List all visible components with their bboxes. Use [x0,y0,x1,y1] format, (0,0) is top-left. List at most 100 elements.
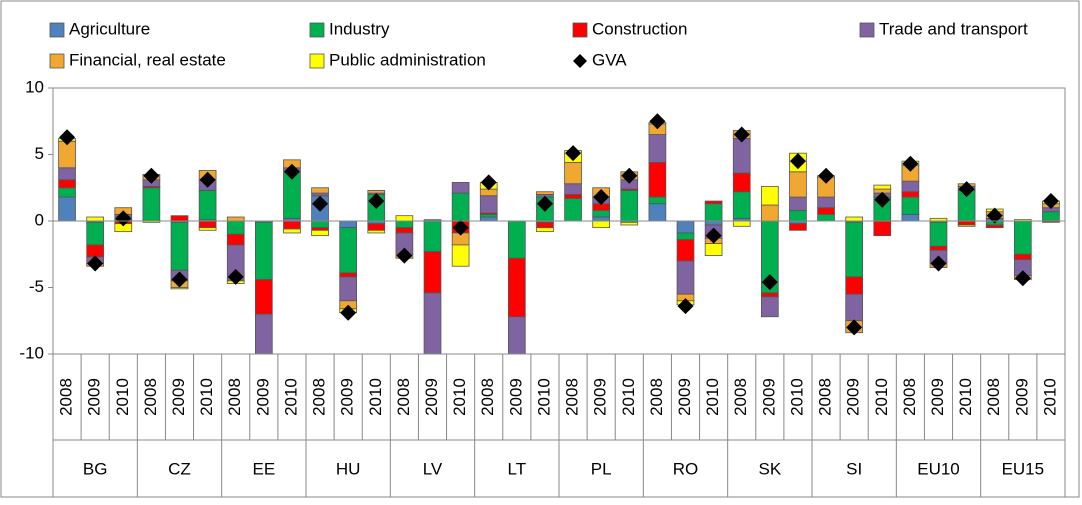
bar-segment [536,221,554,229]
bar-segment [170,215,189,222]
bar-segment [254,279,273,315]
group-label: SI [846,459,862,478]
bar-segment [957,224,976,227]
bar-segment [283,220,301,230]
bar-segment [339,276,358,302]
bar-segment [845,216,864,222]
bar-segment [58,187,76,198]
bar-segment [564,193,582,199]
bar-segment [761,204,779,222]
x-tick-label: 2009 [338,378,357,416]
bar-segment [339,220,358,229]
bar-segment [170,221,189,271]
group-label: LV [423,459,443,478]
gva-marker [593,189,610,206]
bar-segment [817,207,835,215]
gva-marker [171,271,188,288]
bar-segment [929,245,948,251]
bar-segment [226,216,245,222]
legend-swatch [49,53,65,69]
legend-label: Industry [329,19,390,38]
gva-marker [199,171,216,188]
legend-label: Construction [592,19,687,38]
legend-label: Agriculture [69,19,150,38]
bar-segment [901,180,920,193]
x-tick-label: 2009 [506,378,525,416]
legend-swatch [309,22,325,38]
gva-marker [621,167,638,184]
gva-marker [902,155,919,172]
x-tick-label: 2009 [1012,378,1031,416]
x-tick-label: 2008 [310,378,329,416]
x-tick-label: 2010 [703,378,722,416]
x-tick-label: 2008 [563,378,582,416]
bar-segment [395,215,414,222]
group-label: SK [758,459,781,478]
gva-marker [59,129,76,146]
bar-segment [198,220,217,229]
x-tick-label: 2008 [141,378,160,416]
bar-segment [198,190,217,221]
bar-segment [311,187,329,194]
legend-swatch [309,53,325,69]
x-tick-label: 2010 [787,378,806,416]
bar-segment [451,182,470,194]
bar-segment [761,292,779,298]
group-label: PL [591,459,612,478]
bar-segment [507,257,526,318]
x-tick-label: 2008 [816,378,835,416]
legend-marker [573,54,587,68]
bar-segment [423,292,442,354]
gva-marker [818,167,835,184]
bar-segment [592,220,611,229]
x-tick-label: 2009 [759,378,778,416]
x-tick-label: 2008 [731,378,750,416]
bar-segment [789,209,807,222]
x-tick-label: 2010 [281,378,300,416]
x-tick-label: 2010 [197,378,216,416]
bar-segment [817,213,835,222]
bar-segment [789,171,807,198]
x-tick-label: 2009 [169,378,188,416]
bar-segment [620,190,639,222]
bar-segment [620,221,639,226]
group-label: EU15 [1002,459,1045,478]
x-tick-label: 2010 [534,378,553,416]
gva-marker [677,298,694,315]
gva-marker [1014,270,1031,287]
bar-segment [901,191,920,198]
bar-segment [676,220,695,234]
gva-marker [1042,193,1059,210]
bar-segment [507,220,526,259]
gva-marker [565,145,582,162]
x-tick-label: 2010 [366,378,385,416]
bar-segment [451,244,470,267]
bar-segment [817,196,835,209]
legend-swatch [859,22,875,38]
bar-segment [367,229,386,234]
x-tick-label: 2009 [253,378,272,416]
bar-segment [311,229,329,237]
bar-segment [704,243,723,256]
gva-marker [761,274,778,291]
bar-segment [648,134,667,163]
x-tick-label: 2009 [928,378,947,416]
bar-segment [507,316,526,354]
bar-segment [1014,253,1032,260]
bar-segment [479,216,498,222]
bar-segment [985,224,1004,229]
group-label: BG [83,459,108,478]
legend-label: Financial, real estate [69,50,226,69]
x-tick-label: 2008 [57,378,76,416]
bar-segment [648,196,667,205]
group-label: RO [673,459,699,478]
bar-segment [395,220,414,229]
x-tick-label: 2008 [225,378,244,416]
x-tick-label: 2010 [872,378,891,416]
bar-segment [142,187,161,222]
bar-segment [254,313,273,354]
bar-segment [676,239,695,262]
bar-segment [564,183,582,195]
x-tick-label: 2008 [900,378,919,416]
x-tick-label: 2008 [394,378,413,416]
